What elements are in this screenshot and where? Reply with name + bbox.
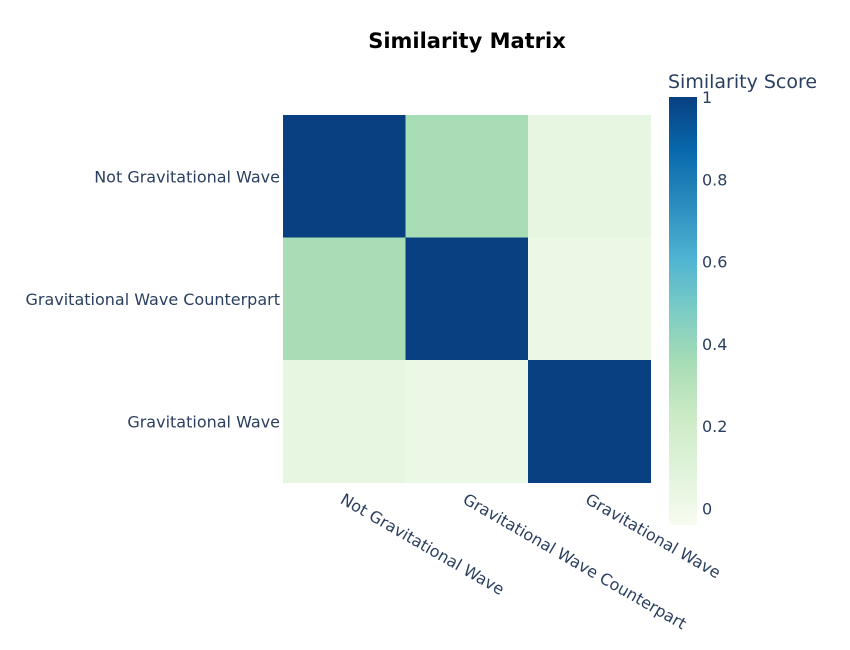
colorbar: Similarity Score 0 0.2 0.4 0.6 0.8 1 <box>668 71 817 525</box>
y-tick-label: Gravitational Wave <box>127 412 280 431</box>
x-tick-label: Gravitational Wave Counterpart <box>460 490 690 634</box>
heatmap-cell <box>405 237 529 361</box>
heatmap-cell <box>528 237 651 361</box>
colorbar-tick-label: 1 <box>702 88 712 107</box>
heatmap-cell <box>528 360 651 483</box>
y-axis-ticks: Not Gravitational Wave Gravitational Wave… <box>25 167 280 431</box>
colorbar-title: Similarity Score <box>668 71 817 93</box>
heatmap-cell <box>283 237 406 361</box>
colorbar-gradient <box>669 97 697 525</box>
heatmap-cell <box>405 360 529 483</box>
colorbar-tick-label: 0.4 <box>702 335 727 354</box>
colorbar-tick-label: 0 <box>702 500 712 519</box>
heatmap-cells <box>283 115 651 483</box>
colorbar-tick-label: 0.6 <box>702 253 727 272</box>
y-tick-label: Gravitational Wave Counterpart <box>25 290 280 309</box>
colorbar-tick-label: 0.2 <box>702 417 727 436</box>
heatmap-cell <box>405 115 529 238</box>
colorbar-ticks: 0 0.2 0.4 0.6 0.8 1 <box>702 88 727 519</box>
heatmap-cell <box>528 115 651 238</box>
colorbar-tick-label: 0.8 <box>702 170 727 189</box>
heatmap-cell <box>283 115 406 238</box>
y-tick-label: Not Gravitational Wave <box>94 167 280 186</box>
chart-title: Similarity Matrix <box>368 29 566 53</box>
heatmap-cell <box>283 360 406 483</box>
